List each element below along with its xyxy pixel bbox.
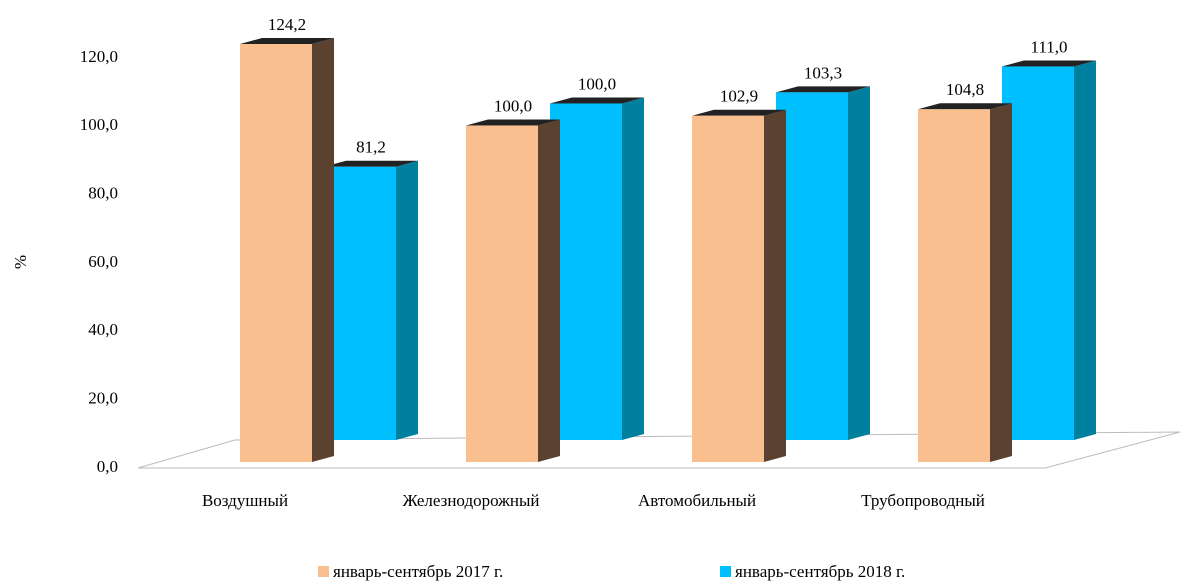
bar (918, 109, 990, 463)
bar (466, 125, 538, 462)
y-tick-label: 120,0 (80, 47, 118, 66)
bar (550, 103, 622, 440)
bar-top (1002, 60, 1096, 67)
y-tick-label: 40,0 (88, 320, 118, 339)
bar-top (550, 97, 644, 104)
x-tick-label: Железнодорожный (402, 491, 539, 510)
bar (240, 44, 312, 462)
value-label: 111,0 (1031, 37, 1068, 56)
bar-side (990, 103, 1012, 463)
bar (776, 92, 848, 441)
x-tick-label: Трубопроводный (861, 491, 985, 510)
bar-side (538, 119, 560, 462)
value-label: 103,3 (804, 63, 842, 82)
bar (1002, 66, 1074, 440)
bar-side (396, 160, 418, 441)
value-label: 81,2 (356, 138, 386, 157)
y-tick-label: 100,0 (80, 115, 118, 134)
bar-top (918, 103, 1012, 110)
bar-top (776, 86, 870, 93)
bar-side (622, 97, 644, 440)
value-label: 100,0 (578, 74, 616, 93)
legend-swatch (318, 566, 329, 577)
y-tick-label: 20,0 (88, 389, 118, 408)
x-tick-label: Автомобильный (638, 491, 756, 510)
bar (324, 166, 396, 441)
value-label: 102,9 (720, 87, 758, 106)
bar-top (466, 119, 560, 126)
bar-side (1074, 60, 1096, 440)
bar (692, 115, 764, 463)
y-tick-label: 60,0 (88, 252, 118, 271)
legend-swatch (720, 566, 731, 577)
legend-label: январь-сентябрь 2017 г. (333, 562, 503, 581)
bar-top (324, 160, 418, 167)
bar-top (240, 38, 334, 45)
bar-top (692, 109, 786, 116)
value-label: 124,2 (268, 15, 306, 34)
value-label: 100,0 (494, 96, 532, 115)
y-tick-label: 80,0 (88, 184, 118, 203)
bar-side (764, 109, 786, 463)
y-tick-label: 0,0 (97, 457, 118, 476)
x-tick-label: Воздушный (202, 491, 288, 510)
value-label: 104,8 (946, 80, 984, 99)
bar-side (848, 86, 870, 441)
y-axis-label: % (11, 255, 30, 269)
bar-side (312, 38, 334, 462)
legend-label: январь-сентябрь 2018 г. (735, 562, 905, 581)
floor (137, 431, 1181, 469)
